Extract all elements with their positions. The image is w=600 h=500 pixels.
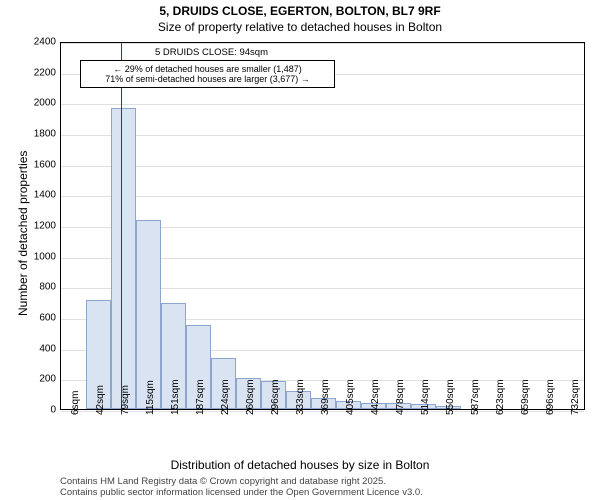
footer-attribution: Contains HM Land Registry data © Crown c… <box>60 476 423 499</box>
y-tick-label: 1200 <box>26 221 56 232</box>
y-tick-label: 1000 <box>26 251 56 262</box>
y-tick-label: 400 <box>26 343 56 354</box>
y-tick-label: 2400 <box>26 37 56 48</box>
gridline <box>61 135 584 136</box>
annotation-box: ← 29% of detached houses are smaller (1,… <box>80 60 335 88</box>
gridline <box>61 43 584 44</box>
annotation-title: 5 DRUIDS CLOSE: 94sqm <box>155 47 268 58</box>
y-tick-label: 1400 <box>26 190 56 201</box>
gridline <box>61 166 584 167</box>
chart-title-line2: Size of property relative to detached ho… <box>0 20 600 34</box>
y-tick-label: 600 <box>26 313 56 324</box>
footer-line1: Contains HM Land Registry data © Crown c… <box>60 476 423 487</box>
y-tick-label: 1800 <box>26 129 56 140</box>
gridline <box>61 196 584 197</box>
y-tick-label: 2200 <box>26 67 56 78</box>
chart-title-line1: 5, DRUIDS CLOSE, EGERTON, BOLTON, BL7 9R… <box>0 4 600 18</box>
gridline <box>61 104 584 105</box>
histogram-chart: 5, DRUIDS CLOSE, EGERTON, BOLTON, BL7 9R… <box>0 0 600 500</box>
footer-line2: Contains public sector information licen… <box>60 487 423 498</box>
y-tick-label: 0 <box>26 405 56 416</box>
y-tick-label: 2000 <box>26 98 56 109</box>
plot-area <box>60 42 585 410</box>
annotation-line1: ← 29% of detached houses are smaller (1,… <box>86 64 329 74</box>
reference-line <box>121 43 122 409</box>
histogram-bar <box>111 108 136 409</box>
y-tick-label: 1600 <box>26 159 56 170</box>
y-tick-label: 800 <box>26 282 56 293</box>
x-axis-label: Distribution of detached houses by size … <box>0 458 600 472</box>
annotation-line2: 71% of semi-detached houses are larger (… <box>86 74 329 84</box>
y-tick-label: 200 <box>26 374 56 385</box>
